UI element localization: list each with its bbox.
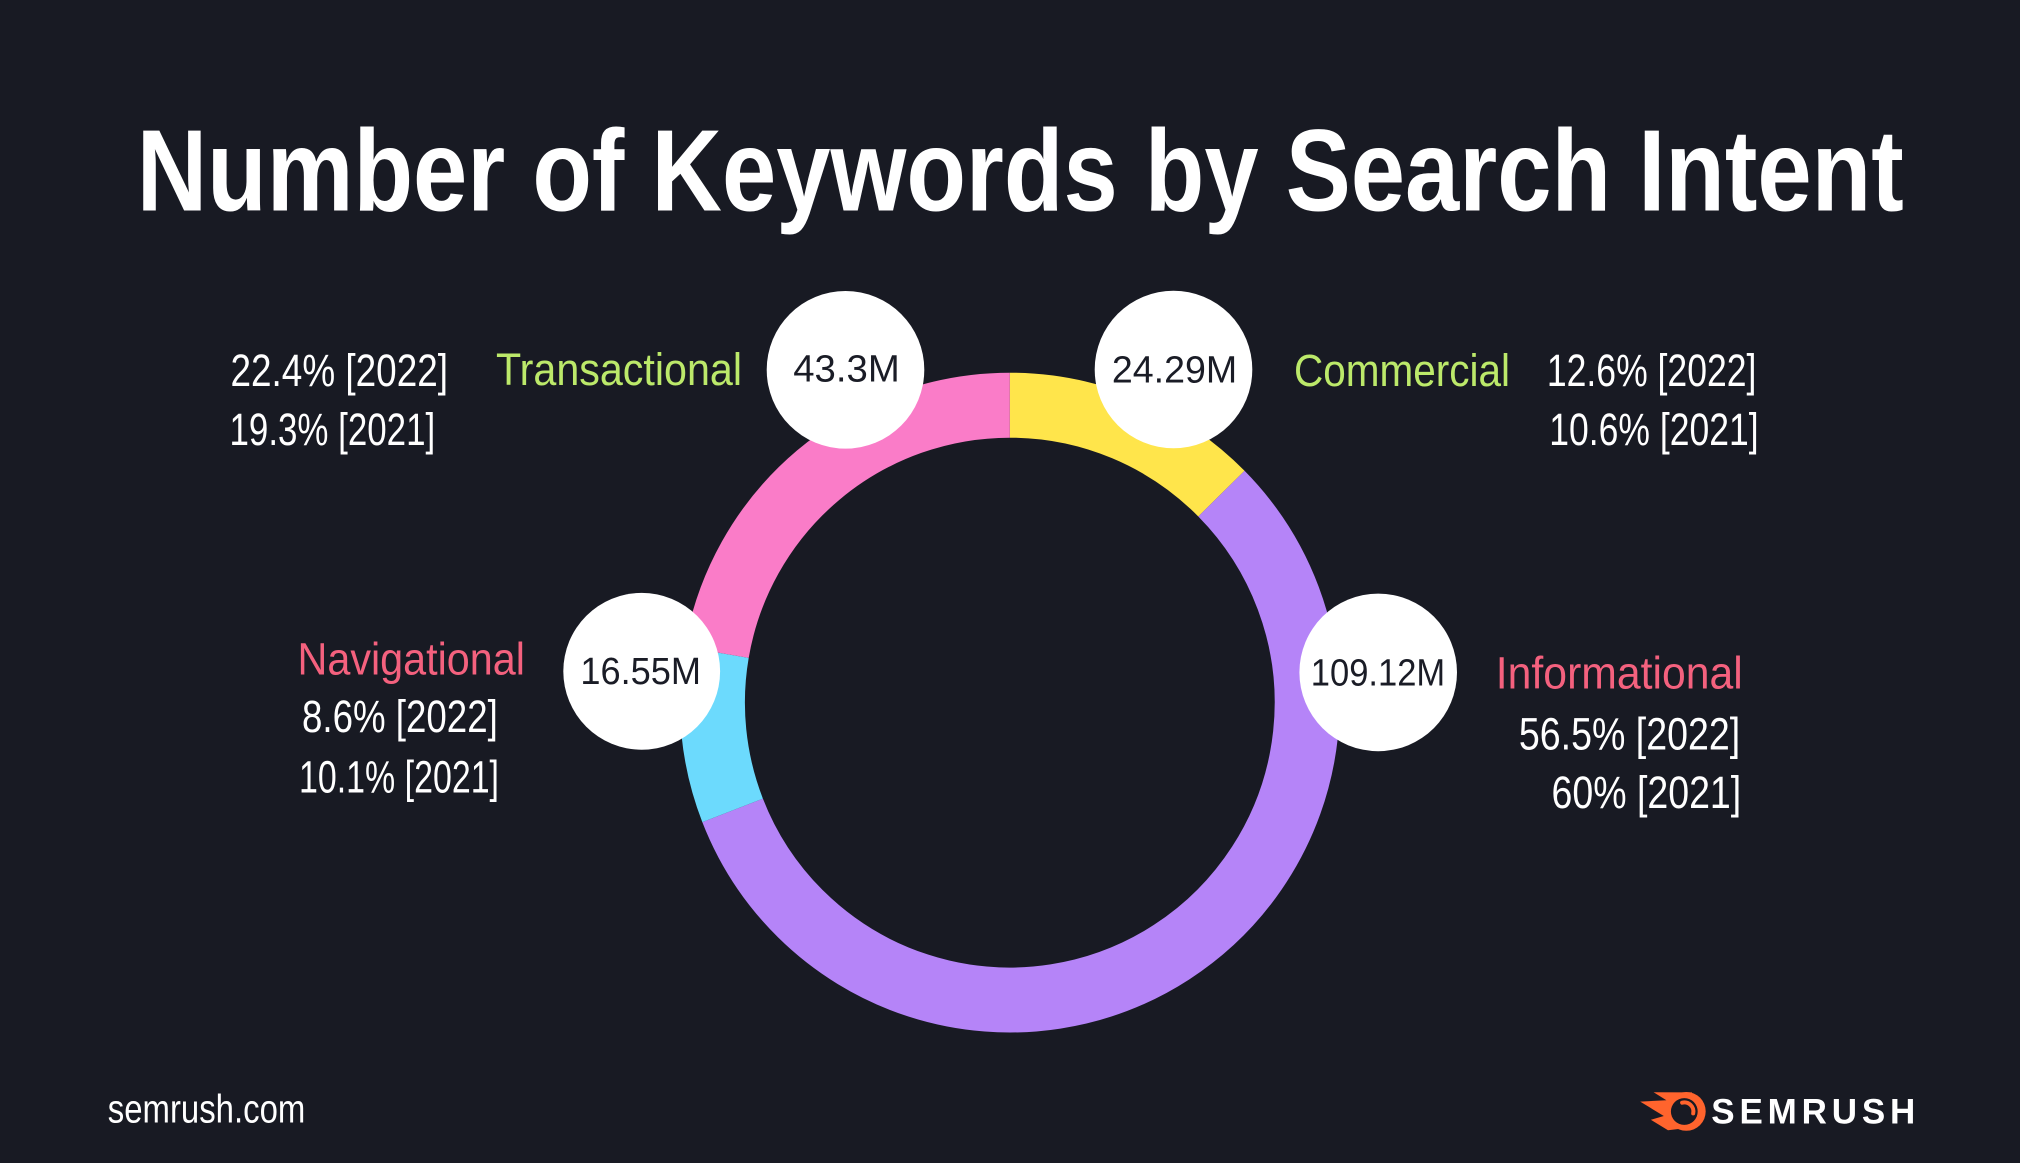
svg-text:43.3M: 43.3M <box>793 349 900 391</box>
svg-text:16.55M: 16.55M <box>580 651 701 693</box>
svg-text:Commercial: Commercial <box>1294 345 1510 396</box>
svg-text:Informational: Informational <box>1496 648 1743 699</box>
svg-text:22.4% [2022]: 22.4% [2022] <box>231 345 449 396</box>
svg-text:10.1% [2021]: 10.1% [2021] <box>299 752 499 803</box>
svg-text:Transactional: Transactional <box>496 344 742 395</box>
svg-text:10.6% [2021]: 10.6% [2021] <box>1549 404 1758 455</box>
svg-text:8.6% [2022]: 8.6% [2022] <box>302 691 498 742</box>
svg-text:24.29M: 24.29M <box>1112 349 1237 391</box>
svg-text:109.12M: 109.12M <box>1311 652 1445 694</box>
svg-text:Number of Keywords by Search I: Number of Keywords by Search Intent <box>137 106 1904 236</box>
svg-text:56.5% [2022]: 56.5% [2022] <box>1519 708 1740 759</box>
svg-text:SEMRUSH: SEMRUSH <box>1711 1093 1915 1132</box>
svg-text:60% [2021]: 60% [2021] <box>1552 767 1742 818</box>
svg-text:Navigational: Navigational <box>298 634 525 685</box>
svg-text:semrush.com: semrush.com <box>108 1088 305 1132</box>
svg-text:19.3% [2021]: 19.3% [2021] <box>230 404 436 455</box>
svg-text:12.6% [2022]: 12.6% [2022] <box>1547 345 1757 396</box>
